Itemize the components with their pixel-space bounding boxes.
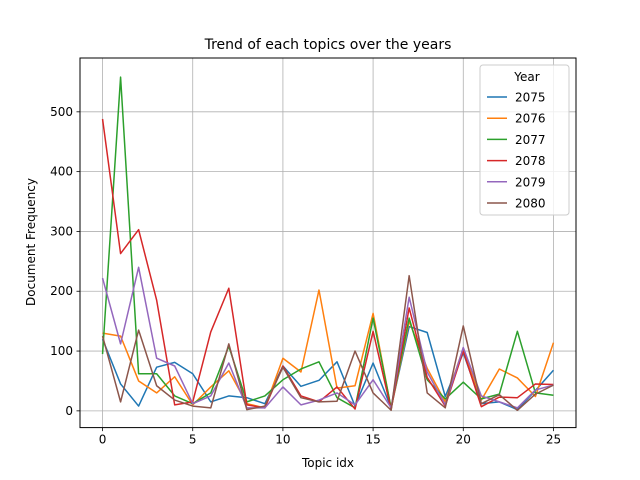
y-tick-label: 300 xyxy=(50,224,73,238)
chart-title: Trend of each topics over the years xyxy=(204,37,452,53)
legend-label-2079: 2079 xyxy=(515,175,546,189)
y-tick-label: 400 xyxy=(50,165,73,179)
x-tick-label: 0 xyxy=(99,433,107,447)
x-tick-label: 10 xyxy=(275,433,290,447)
y-tick-label: 200 xyxy=(50,284,73,298)
legend: Year 2075 2076 2077 2078 2079 2080 xyxy=(479,64,570,216)
y-axis-label: Document Frequency xyxy=(24,178,38,306)
x-axis-ticks: 0 5 10 15 20 25 xyxy=(99,427,561,447)
y-tick-label: 100 xyxy=(50,344,73,358)
plot-frame xyxy=(79,57,577,429)
legend-label-2078: 2078 xyxy=(515,154,546,168)
series-line-2080 xyxy=(101,274,554,412)
legend-label-2076: 2076 xyxy=(515,112,546,126)
x-tick-label: 20 xyxy=(456,433,471,447)
legend-label-2075: 2075 xyxy=(515,91,546,105)
series-line-2078 xyxy=(101,118,554,411)
x-axis-label: Topic idx xyxy=(301,456,354,470)
x-tick-label: 15 xyxy=(365,433,380,447)
legend-title: Year xyxy=(513,70,539,84)
x-tick-label: 25 xyxy=(546,433,561,447)
legend-label-2077: 2077 xyxy=(515,133,546,147)
y-tick-label: 500 xyxy=(50,105,73,119)
legend-label-2080: 2080 xyxy=(515,197,546,211)
legend-items: 2075 2076 2077 2078 2079 2080 xyxy=(487,91,546,211)
y-axis-ticks: 0 100 200 300 400 500 xyxy=(50,105,80,418)
legend-frame xyxy=(479,64,570,216)
y-tick-label: 0 xyxy=(65,404,73,418)
series-lines xyxy=(101,76,555,412)
x-tick-label: 5 xyxy=(189,433,197,447)
